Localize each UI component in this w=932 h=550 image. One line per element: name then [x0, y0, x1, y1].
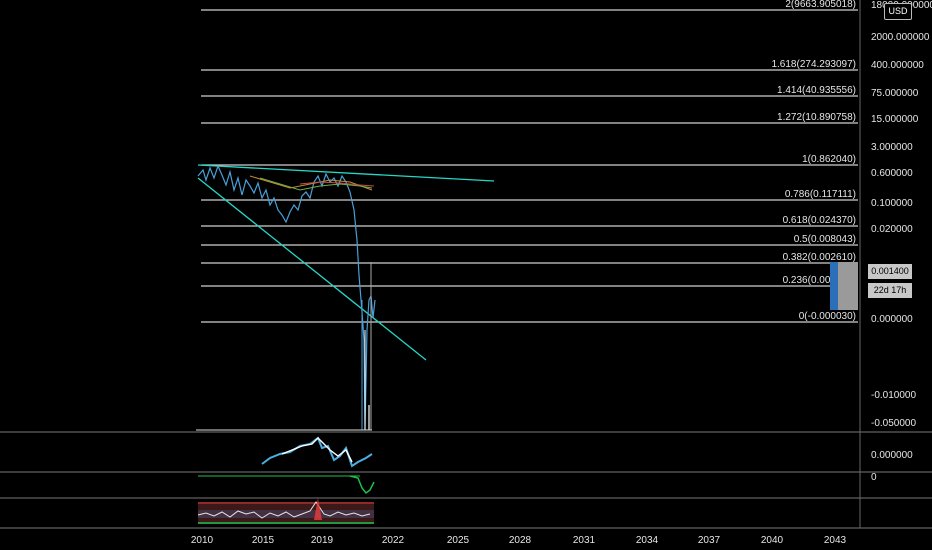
time-axis-label: 2015	[252, 535, 275, 546]
moving-average-green	[259, 177, 373, 191]
indicator-1-highlight	[281, 437, 353, 463]
price-axis-label: 3.000000	[871, 142, 913, 153]
indicator-1-value: 0.000000	[871, 450, 913, 461]
time-axis-label: 2025	[447, 535, 470, 546]
time-axis[interactable]: 2010 2015 2019 2022 2025 2028 2031 2034 2037 2040…	[191, 535, 847, 546]
fib-level-label: 0.5(0.008043)	[794, 234, 856, 245]
moving-average-red	[299, 181, 375, 187]
time-axis-label: 2028	[509, 535, 532, 546]
time-axis-label: 2037	[698, 535, 721, 546]
price-axis-label: 0.100000	[871, 198, 913, 209]
fib-level-label: 0.382(0.002610)	[783, 252, 856, 263]
price-axis-label: 15.000000	[871, 114, 919, 125]
price-axis-label: -0.050000	[871, 418, 916, 429]
rsi-band-mid	[198, 510, 374, 518]
price-series-line	[197, 164, 376, 431]
upper-trendline[interactable]	[197, 164, 495, 182]
fib-level-label: 1.414(40.935556)	[777, 85, 856, 96]
currency-badge[interactable]: USD	[884, 3, 912, 20]
lower-trendline[interactable]	[197, 177, 427, 361]
rsi-spike	[314, 498, 322, 520]
price-axis-label: 400.000000	[871, 60, 924, 71]
price-axis-label: 0.600000	[871, 168, 913, 179]
price-candles	[197, 164, 376, 431]
fib-level-label: 0.236(0.000595)	[783, 275, 856, 286]
indicator-2-line	[349, 475, 375, 495]
indicator-1-line	[261, 436, 373, 468]
last-price-label: 0.001400	[868, 264, 912, 279]
price-axis-label: 2000.000000	[871, 32, 930, 43]
rsi-line	[197, 501, 371, 519]
price-axis[interactable]: 18000.0000002000.000000400.00000075.0000…	[871, 0, 932, 429]
price-axis-label: -0.010000	[871, 390, 916, 401]
fib-level-label: 2(9663.905018)	[785, 0, 856, 10]
time-axis-label: 2019	[311, 535, 334, 546]
time-axis-label: 2043	[824, 535, 847, 546]
time-axis-label: 2034	[636, 535, 659, 546]
fib-level-label: 0.618(0.024370)	[783, 215, 856, 226]
fibonacci-extension-levels[interactable]: 2(9663.905018) 1.618(274.293097) 1.414(40.…	[201, 0, 858, 323]
price-axis-label: 0.000000	[871, 314, 913, 325]
fib-level-label: 1.618(274.293097)	[771, 59, 856, 70]
moving-average-orange	[249, 175, 373, 191]
fib-level-label: 0(-0.000030)	[799, 311, 856, 322]
bar-countdown-label: 22d 17h	[868, 283, 912, 298]
price-axis-label: 75.000000	[871, 88, 919, 99]
fib-level-label: 1.272(10.890758)	[777, 112, 856, 123]
time-axis-label: 2040	[761, 535, 784, 546]
time-axis-label: 2031	[573, 535, 596, 546]
time-axis-label: 2022	[382, 535, 405, 546]
time-axis-label: 2010	[191, 535, 214, 546]
fib-level-label: 1(0.862040)	[802, 154, 856, 165]
price-axis-label: 0.020000	[871, 224, 913, 235]
fib-level-label: 0.786(0.117111)	[785, 189, 856, 200]
last-price-bar-overlay	[838, 262, 858, 310]
indicator-2-value: 0	[871, 472, 877, 483]
